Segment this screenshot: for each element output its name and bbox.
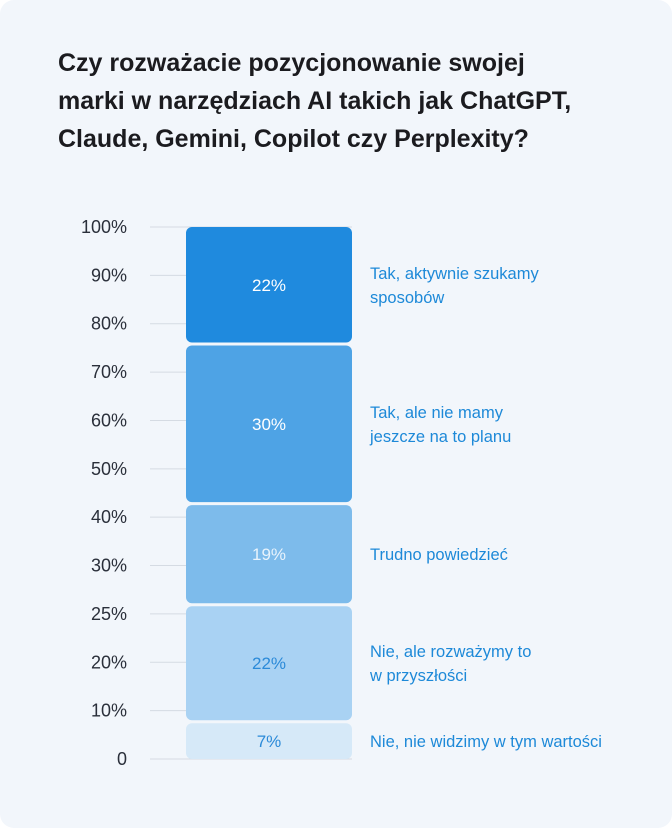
bar-segment (186, 723, 352, 759)
segment-category-label: Trudno powiedzieć (370, 546, 508, 564)
y-tick-label: 90% (91, 265, 127, 285)
y-tick-label: 80% (91, 314, 127, 334)
segment-category-label: Nie, ale rozważymy to w przyszłości (369, 643, 531, 685)
y-tick-label: 25% (91, 604, 127, 624)
segment-value-label: 22% (252, 654, 286, 673)
y-tick-label: 0 (117, 749, 127, 769)
segment-value-label: 22% (252, 276, 286, 295)
y-tick-label: 20% (91, 652, 127, 672)
y-tick-label: 100% (81, 217, 127, 237)
y-tick-label: 40% (91, 507, 127, 527)
segment-value-label: 30% (252, 415, 286, 434)
y-tick-label: 10% (91, 701, 127, 721)
bar-segment (186, 505, 352, 604)
segment-value-label: 19% (252, 545, 286, 564)
segment-value-label: 7% (257, 732, 282, 751)
bar-segment (186, 227, 352, 343)
bar-segment (186, 345, 352, 503)
chart-title: Czy rozważacie pozycjonowanie swojej mar… (58, 49, 572, 153)
y-tick-label: 50% (91, 459, 127, 479)
y-tick-label: 60% (91, 410, 127, 430)
y-tick-label: 70% (91, 362, 127, 382)
segment-category-label: Tak, ale nie mamy jeszcze na to planu (369, 404, 511, 446)
segment-category-label: Tak, aktywnie szukamy sposobów (370, 265, 539, 307)
y-tick-label: 30% (91, 556, 127, 576)
bar-segment (186, 606, 352, 721)
segment-category-label: Nie, nie widzimy w tym wartości (370, 733, 602, 751)
